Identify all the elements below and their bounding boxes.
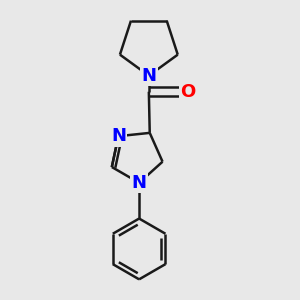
- Text: N: N: [111, 127, 126, 145]
- Text: O: O: [181, 83, 196, 101]
- Text: N: N: [132, 174, 147, 192]
- Text: N: N: [141, 67, 156, 85]
